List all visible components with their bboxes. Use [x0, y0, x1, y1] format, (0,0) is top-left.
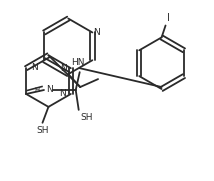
- Text: N: N: [93, 28, 100, 37]
- Text: I: I: [167, 12, 170, 23]
- Text: N: N: [31, 63, 38, 72]
- Text: SH: SH: [80, 113, 93, 122]
- Text: N: N: [59, 89, 66, 98]
- Text: H: H: [34, 87, 39, 93]
- Text: N: N: [60, 64, 67, 73]
- Text: HN: HN: [71, 58, 85, 67]
- Text: SH: SH: [36, 126, 49, 135]
- Text: N: N: [47, 85, 53, 94]
